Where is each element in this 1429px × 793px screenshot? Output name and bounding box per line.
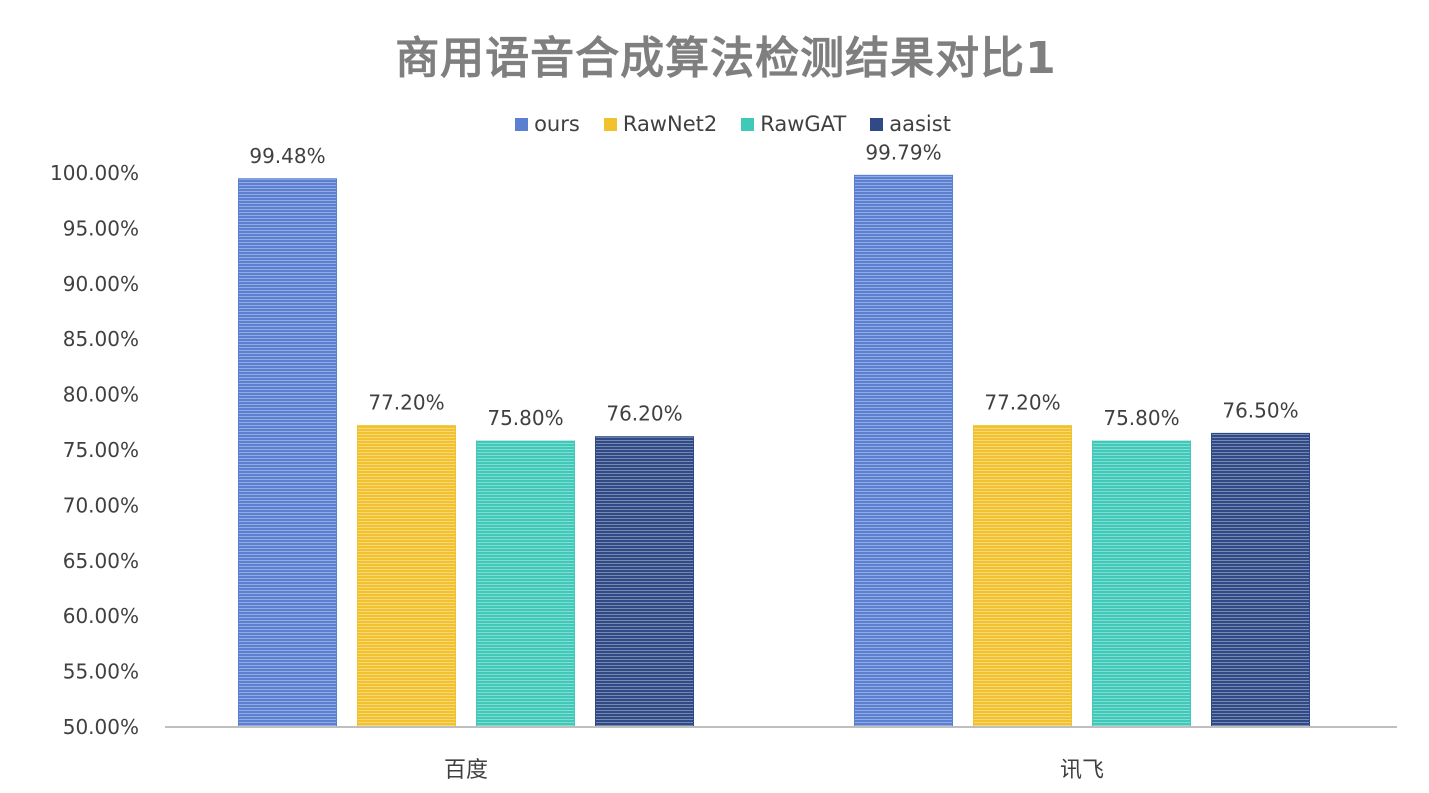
legend-item-aasist: aasist [870, 112, 951, 136]
bar-rawnet2-1 [973, 425, 1072, 728]
legend-item-ours: ours [515, 112, 580, 136]
legend-label: ours [534, 112, 580, 136]
y-tick-label: 75.00% [63, 438, 139, 462]
bar-data-label: 75.80% [487, 406, 563, 430]
bar-rawgat-1 [1092, 440, 1191, 728]
bar-ours-1 [854, 174, 953, 728]
legend-label: RawGAT [760, 112, 847, 136]
bar-data-label: 99.48% [249, 144, 325, 168]
bar-aasist-0 [595, 436, 694, 728]
legend-swatch [515, 117, 529, 131]
bar-data-label: 76.50% [1222, 398, 1298, 422]
y-tick-label: 70.00% [63, 493, 139, 517]
bar-rawgat-0 [476, 440, 575, 728]
y-tick-label: 95.00% [63, 216, 139, 240]
bar-aasist-1 [1211, 432, 1310, 728]
y-axis-ticks: 50.00% 55.00% 60.00% 65.00% 70.00% 75.00% 80.0… [50, 161, 139, 739]
bar-ours-0 [238, 178, 337, 728]
legend-swatch [870, 117, 884, 131]
x-category-label: 百度 [444, 758, 488, 783]
bar-rawnet2-0 [357, 425, 456, 728]
y-tick-label: 55.00% [63, 660, 139, 684]
y-tick-label: 65.00% [63, 549, 139, 573]
legend-item-rawgat: RawGAT [741, 112, 846, 136]
legend: ours RawNet2 RawGAT aasist [0, 112, 1429, 136]
legend-swatch [603, 117, 617, 131]
bar-data-label: 75.80% [1103, 406, 1179, 430]
y-tick-label: 50.00% [63, 715, 139, 739]
bar-data-label: 99.79% [865, 140, 941, 164]
legend-item-rawnet2: RawNet2 [603, 112, 718, 136]
bar-data-label: 76.20% [606, 402, 682, 426]
chart-title: 商用语音合成算法检测结果对比1 [395, 33, 1057, 84]
y-tick-label: 80.00% [63, 383, 139, 407]
bar-data-label: 77.20% [984, 391, 1060, 415]
x-axis-category-labels: 百度 讯飞 [444, 758, 1104, 783]
legend-swatch [741, 117, 755, 131]
y-tick-label: 60.00% [63, 604, 139, 628]
x-category-label: 讯飞 [1060, 758, 1104, 783]
y-tick-label: 100.00% [50, 161, 139, 185]
bars [238, 174, 1310, 728]
y-tick-label: 90.00% [63, 272, 139, 296]
legend-label: RawNet2 [622, 112, 718, 136]
y-tick-label: 85.00% [63, 327, 139, 351]
bar-data-labels: 99.48% 77.20% 75.80% 76.20% 99.79% 77.20% 75.8… [249, 140, 1298, 430]
bar-data-label: 77.20% [368, 391, 444, 415]
legend-label: aasist [889, 112, 951, 136]
